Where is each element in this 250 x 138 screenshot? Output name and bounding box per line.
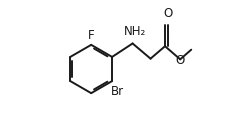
Text: Br: Br [111, 85, 124, 98]
Text: NH₂: NH₂ [124, 25, 146, 38]
Text: F: F [88, 29, 94, 42]
Text: O: O [176, 54, 185, 67]
Text: O: O [163, 7, 172, 20]
